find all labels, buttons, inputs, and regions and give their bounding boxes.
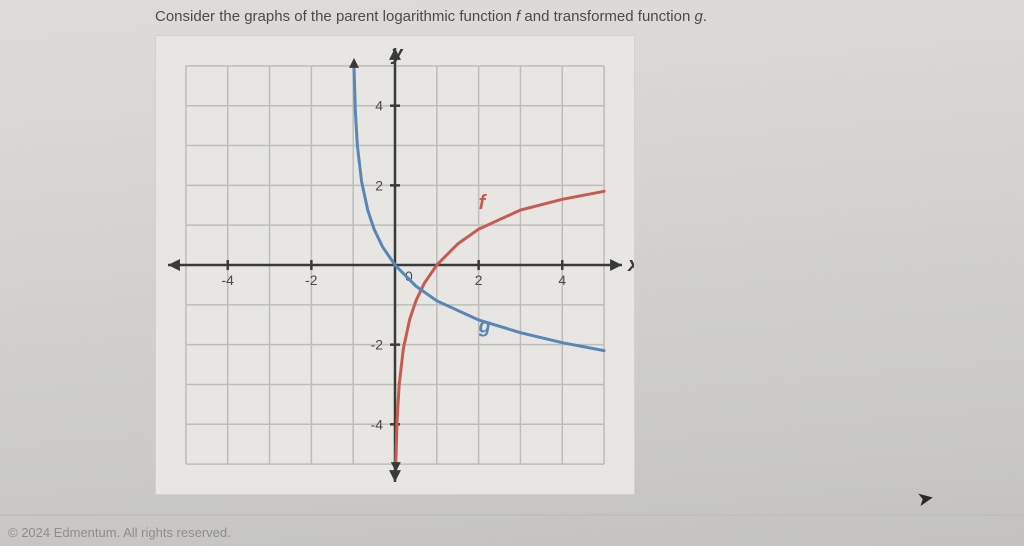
svg-text:-2: -2 [305,272,318,288]
question-suffix: . [703,8,707,25]
svg-text:-4: -4 [222,272,235,288]
copyright-footer: © 2024 Edmentum. All rights reserved. [8,525,231,540]
coordinate-chart: -4-224-4-2240 yxfg [156,36,634,494]
svg-text:4: 4 [375,98,383,114]
question-prefix: Consider the graphs of the parent logari… [155,8,516,25]
svg-text:f: f [479,192,488,214]
footer-divider [0,514,1024,516]
svg-text:2: 2 [375,177,383,193]
question-fn-g: g [694,8,702,25]
question-mid: and transformed function [520,8,694,25]
svg-text:2: 2 [475,272,483,288]
svg-text:x: x [627,254,634,276]
svg-text:y: y [390,43,403,65]
question-text: Consider the graphs of the parent logari… [155,8,1024,25]
svg-text:-2: -2 [371,337,384,353]
svg-text:4: 4 [558,272,566,288]
svg-text:g: g [478,316,491,338]
chart-container: -4-224-4-2240 yxfg [155,35,635,495]
svg-text:-4: -4 [371,416,384,432]
cursor-icon: ➤ [915,485,936,513]
